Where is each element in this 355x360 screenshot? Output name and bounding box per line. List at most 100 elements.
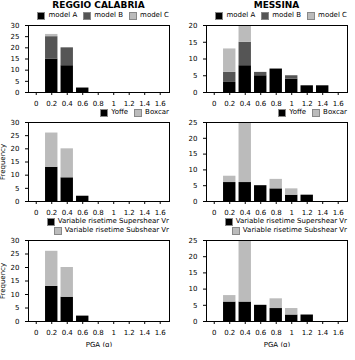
html-text:MESSINA: MESSINA bbox=[253, 0, 300, 10]
svg-text:30: 30 bbox=[11, 237, 20, 245]
svg-text:1: 1 bbox=[289, 100, 293, 108]
svg-text:0.4: 0.4 bbox=[62, 329, 74, 337]
svg-text:0: 0 bbox=[193, 89, 197, 97]
svg-text:15: 15 bbox=[189, 150, 198, 158]
svg-text:0.2: 0.2 bbox=[224, 209, 235, 217]
svg-text:15: 15 bbox=[11, 277, 20, 285]
svg-text:0.8: 0.8 bbox=[271, 209, 282, 217]
svg-text:1.2: 1.2 bbox=[124, 329, 135, 337]
svg-text:0.2: 0.2 bbox=[46, 100, 57, 108]
svg-text:1.2: 1.2 bbox=[124, 100, 135, 108]
svg-text:Frequency: Frequency bbox=[0, 144, 7, 180]
svg-text:0.8: 0.8 bbox=[271, 329, 282, 337]
svg-text:0.2: 0.2 bbox=[46, 209, 57, 217]
svg-text:0: 0 bbox=[15, 318, 19, 326]
svg-text:25: 25 bbox=[189, 237, 198, 245]
svg-text:0: 0 bbox=[15, 89, 19, 97]
svg-text:0.2: 0.2 bbox=[224, 329, 235, 337]
svg-text:1: 1 bbox=[111, 100, 115, 108]
svg-text:1: 1 bbox=[111, 329, 115, 337]
svg-text:0.4: 0.4 bbox=[62, 100, 74, 108]
svg-text:Frequency: Frequency bbox=[0, 263, 7, 299]
svg-text:0.4: 0.4 bbox=[240, 100, 252, 108]
svg-text:1: 1 bbox=[289, 329, 293, 337]
svg-text:20: 20 bbox=[189, 22, 198, 30]
svg-text:20: 20 bbox=[189, 135, 198, 143]
svg-text:5: 5 bbox=[15, 78, 19, 86]
svg-text:0.2: 0.2 bbox=[224, 100, 235, 108]
svg-text:0.8: 0.8 bbox=[271, 100, 282, 108]
svg-text:5: 5 bbox=[15, 304, 19, 312]
svg-text:PGA (g): PGA (g) bbox=[264, 341, 291, 348]
svg-text:1: 1 bbox=[289, 209, 293, 217]
svg-text:5: 5 bbox=[15, 185, 19, 193]
svg-text:0.6: 0.6 bbox=[77, 100, 89, 108]
svg-text:20: 20 bbox=[11, 264, 20, 272]
svg-text:15: 15 bbox=[189, 38, 198, 46]
svg-text:0.2: 0.2 bbox=[46, 329, 57, 337]
svg-text:0: 0 bbox=[34, 329, 38, 337]
svg-text:1.6: 1.6 bbox=[333, 100, 345, 108]
svg-text:0.8: 0.8 bbox=[93, 329, 104, 337]
svg-text:5: 5 bbox=[193, 302, 197, 310]
svg-text:0.6: 0.6 bbox=[77, 209, 89, 217]
svg-text:10: 10 bbox=[11, 171, 20, 179]
svg-text:0: 0 bbox=[212, 100, 216, 108]
svg-text:20: 20 bbox=[189, 253, 198, 261]
svg-text:0: 0 bbox=[193, 198, 197, 206]
html-text:model B: model B bbox=[94, 11, 124, 19]
svg-text:30: 30 bbox=[11, 119, 20, 127]
svg-text:0.4: 0.4 bbox=[240, 209, 252, 217]
svg-text:1.6: 1.6 bbox=[333, 329, 345, 337]
svg-text:25: 25 bbox=[11, 33, 20, 41]
svg-text:0: 0 bbox=[193, 318, 197, 326]
svg-text:1.2: 1.2 bbox=[302, 329, 313, 337]
svg-text:1.4: 1.4 bbox=[139, 100, 151, 108]
svg-text:25: 25 bbox=[189, 119, 198, 127]
svg-text:0.8: 0.8 bbox=[93, 100, 104, 108]
svg-text:0: 0 bbox=[212, 329, 216, 337]
svg-text:5: 5 bbox=[193, 72, 197, 80]
svg-text:10: 10 bbox=[11, 66, 20, 74]
svg-text:1.6: 1.6 bbox=[155, 100, 167, 108]
svg-text:0: 0 bbox=[15, 198, 19, 206]
svg-text:15: 15 bbox=[11, 55, 20, 63]
svg-text:1.4: 1.4 bbox=[139, 209, 151, 217]
svg-text:1: 1 bbox=[111, 209, 115, 217]
svg-text:0: 0 bbox=[212, 209, 216, 217]
svg-text:20: 20 bbox=[11, 145, 20, 153]
svg-text:0.6: 0.6 bbox=[255, 100, 267, 108]
svg-text:10: 10 bbox=[189, 285, 198, 293]
svg-text:0.8: 0.8 bbox=[93, 209, 104, 217]
svg-text:0.6: 0.6 bbox=[255, 329, 267, 337]
svg-text:PGA (g): PGA (g) bbox=[86, 341, 113, 348]
svg-text:15: 15 bbox=[11, 158, 20, 166]
svg-text:1.6: 1.6 bbox=[155, 209, 167, 217]
svg-text:1.2: 1.2 bbox=[302, 209, 313, 217]
svg-text:1.2: 1.2 bbox=[124, 209, 135, 217]
svg-text:20: 20 bbox=[11, 44, 20, 52]
svg-text:10: 10 bbox=[189, 166, 198, 174]
svg-text:1.4: 1.4 bbox=[139, 329, 151, 337]
svg-text:1.6: 1.6 bbox=[155, 329, 167, 337]
svg-text:25: 25 bbox=[11, 250, 20, 258]
html-text:REGGIO CALABRIA: REGGIO CALABRIA bbox=[52, 0, 145, 10]
svg-text:1.4: 1.4 bbox=[317, 329, 329, 337]
svg-text:0: 0 bbox=[34, 209, 38, 217]
svg-text:10: 10 bbox=[189, 55, 198, 63]
svg-text:1.6: 1.6 bbox=[333, 209, 345, 217]
svg-text:15: 15 bbox=[189, 269, 198, 277]
svg-text:0.4: 0.4 bbox=[240, 329, 252, 337]
svg-text:30: 30 bbox=[11, 22, 20, 30]
svg-text:10: 10 bbox=[11, 291, 20, 299]
svg-text:1.2: 1.2 bbox=[302, 100, 313, 108]
svg-text:1.4: 1.4 bbox=[317, 209, 329, 217]
svg-text:0.6: 0.6 bbox=[77, 329, 89, 337]
svg-text:0.6: 0.6 bbox=[255, 209, 267, 217]
svg-text:5: 5 bbox=[193, 182, 197, 190]
svg-text:0: 0 bbox=[34, 100, 38, 108]
svg-text:1.4: 1.4 bbox=[317, 100, 329, 108]
svg-text:25: 25 bbox=[11, 132, 20, 140]
svg-text:0.4: 0.4 bbox=[62, 209, 74, 217]
html-text:model A: model A bbox=[48, 11, 78, 19]
